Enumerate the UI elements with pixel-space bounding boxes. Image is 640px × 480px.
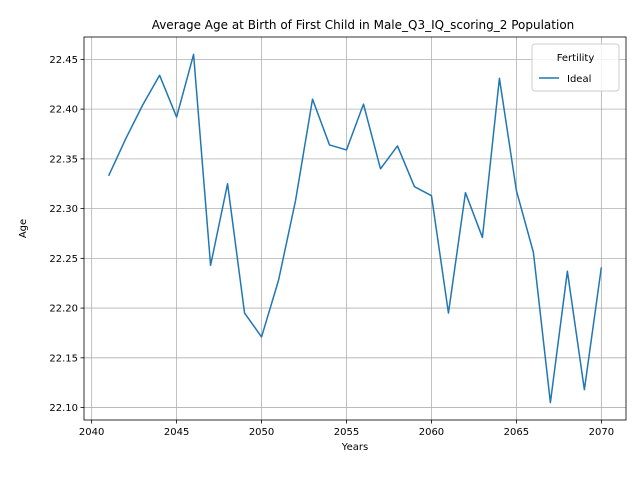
legend-title: Fertility [557, 53, 595, 64]
x-tick-label: 2060 [419, 427, 444, 438]
y-axis-label: Age [18, 219, 29, 238]
x-axis-label: Years [341, 442, 368, 453]
plot-frame [83, 36, 627, 421]
series-line [107, 53, 603, 404]
legend-box [531, 43, 620, 92]
grid-lines [84, 37, 626, 420]
x-tick-label: 2055 [334, 427, 359, 438]
x-tick-label: 2070 [589, 427, 614, 438]
y-tick-label: 22.20 [49, 304, 78, 315]
legend: Fertility Ideal [531, 43, 620, 92]
axis-ticks: 2040 2045 2050 2055 2060 2065 2070 22.10 22.15 22… [49, 55, 614, 438]
chart-title: Average Age at Birth of First Child in M… [152, 18, 575, 32]
x-tick-label: 2040 [79, 427, 104, 438]
y-tick-label: 22.25 [49, 254, 78, 265]
y-tick-label: 22.15 [49, 353, 78, 364]
y-tick-label: 22.30 [49, 204, 78, 215]
y-tick-label: 22.10 [49, 403, 78, 414]
legend-entry-label: Ideal [567, 74, 591, 85]
x-tick-label: 2050 [249, 427, 274, 438]
y-tick-label: 22.45 [49, 55, 78, 66]
y-tick-label: 22.40 [49, 105, 78, 116]
series-lines [107, 53, 603, 404]
y-tick-label: 22.35 [49, 154, 78, 165]
x-tick-label: 2045 [164, 427, 189, 438]
x-tick-label: 2065 [504, 427, 529, 438]
